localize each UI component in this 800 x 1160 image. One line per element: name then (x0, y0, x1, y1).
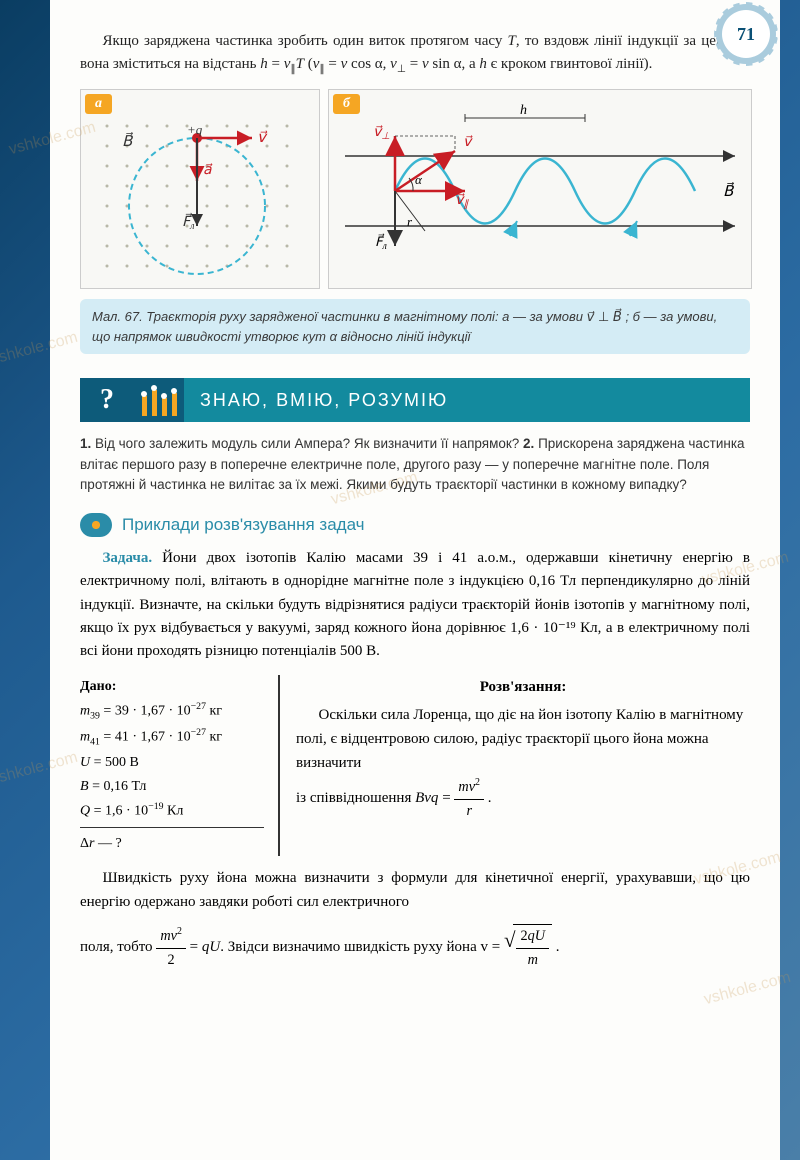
svg-text:v⃗: v⃗ (257, 130, 268, 146)
svg-text:+q: +q (187, 122, 203, 137)
svg-text:F⃗л: F⃗л (182, 213, 195, 233)
solution-grid: Дано: m39 = 39 · 1,67 · 10−27 кг m41 = 4… (80, 675, 750, 856)
solution-header: Розв'язання: (296, 675, 750, 699)
svg-text:v⃗⊥: v⃗⊥ (373, 125, 390, 142)
continuation-text: Швидкість руху йона можна визначити з фо… (80, 870, 750, 910)
section-banner: ? ЗНАЮ, ВМІЮ, РОЗУМІЮ (80, 378, 750, 422)
figure-panel-a: а (80, 89, 320, 289)
given-column: Дано: m39 = 39 · 1,67 · 10−27 кг m41 = 4… (80, 675, 280, 856)
svg-text:B⃗: B⃗ (723, 182, 735, 201)
cont-tail: . (556, 939, 560, 955)
problem-statement: Задача. Йони двох ізотопів Калію масами … (80, 547, 750, 663)
solution-column: Розв'язання: Оскільки сила Лоренца, що д… (280, 675, 750, 856)
examples-header: Приклади розв'язування задач (80, 513, 750, 537)
given-header: Дано: (80, 679, 116, 694)
q2-number: 2. (523, 436, 534, 451)
page-number-text: 71 (737, 24, 755, 45)
solution-para1-text: Оскільки сила Лоренца, що діє на йон ізо… (296, 707, 743, 771)
diagram-b-svg: h v⃗ v⃗⊥ v⃗∥ α F⃗л r B⃗ (335, 96, 745, 284)
continuation-para: Швидкість руху йона можна визначити з фо… (80, 866, 750, 914)
figure-panel-b: б (328, 89, 752, 289)
examples-title: Приклади розв'язування задач (122, 515, 365, 535)
banner-title: ЗНАЮ, ВМІЮ, РОЗУМІЮ (184, 378, 750, 422)
q1-number: 1. (80, 436, 91, 451)
diagram-a-svg: B⃗ +q v⃗ a⃗ F⃗л (87, 96, 315, 284)
intro-paragraph: Якщо заряджена частинка зробить один вит… (80, 30, 750, 77)
banner-hands-icon (134, 378, 184, 422)
svg-text:h: h (520, 103, 527, 118)
panel-b-label: б (333, 94, 360, 114)
page-container: 71 Якщо заряджена частинка зробить один … (50, 0, 780, 1160)
panel-a-label: а (85, 94, 112, 114)
problem-body: Йони двох ізотопів Калію масами 39 і 41 … (80, 550, 750, 659)
cont-mid: . Звідси визначимо швидкість руху йона v… (220, 939, 504, 955)
page-number-badge: 71 (722, 10, 770, 58)
svg-text:v⃗: v⃗ (463, 135, 473, 150)
problem-label: Задача. (103, 550, 153, 566)
svg-text:F⃗л: F⃗л (375, 234, 387, 252)
link-icon (80, 513, 112, 537)
continuation-formula: поля, тобто mv22 = qU. Звідси визначимо … (80, 924, 750, 972)
figure-caption: Мал. 67. Траєкторія руху зарядженої част… (80, 299, 750, 354)
caption-prefix: Мал. 67. (92, 309, 143, 324)
q1-text: Від чого залежить модуль сили Ампера? Як… (91, 436, 523, 451)
banner-question-icon: ? (80, 378, 134, 422)
solution-formula1: із співвідношення Bvq = mv2r . (296, 775, 750, 822)
svg-text:B⃗: B⃗ (122, 132, 134, 151)
svg-text:α: α (415, 172, 423, 187)
formula-period: . (488, 790, 492, 806)
solution-para1-tail: із співвідношення (296, 790, 415, 806)
questions-block: 1. Від чого залежить модуль сили Ампера?… (80, 434, 750, 495)
svg-text:v⃗∥: v⃗∥ (455, 193, 469, 210)
figure-67: а (80, 89, 750, 289)
svg-text:a⃗: a⃗ (203, 163, 213, 178)
solution-para1: Оскільки сила Лоренца, що діє на йон ізо… (296, 703, 750, 775)
cont-pre: поля, тобто (80, 939, 156, 955)
